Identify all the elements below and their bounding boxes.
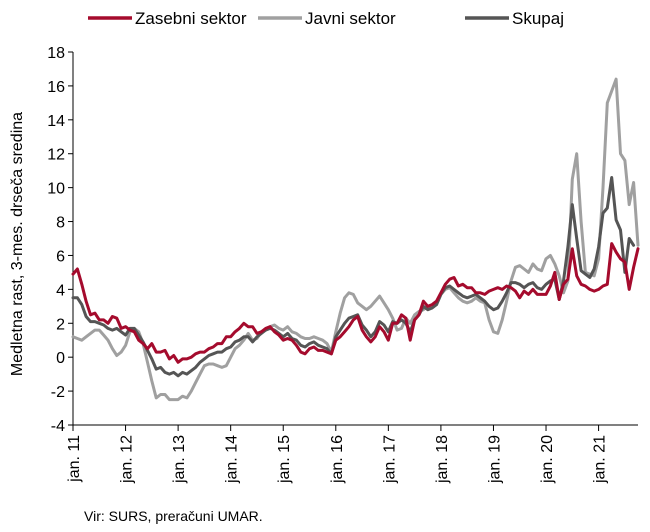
x-tick-label: jan. 17 <box>381 435 398 484</box>
x-tick-label: jan. 12 <box>119 435 136 484</box>
y-tick-label: 14 <box>47 113 65 130</box>
y-tick-label: -4 <box>51 418 65 435</box>
series-line-1 <box>71 77 640 402</box>
y-tick-label: 10 <box>47 181 65 198</box>
legend-label-2: Skupaj <box>512 9 564 28</box>
series-line-2 <box>71 176 636 378</box>
x-tick-label: jan. 20 <box>539 435 556 484</box>
y-tick-label: 12 <box>47 147 65 164</box>
y-tick-label: -2 <box>51 384 65 401</box>
x-tick-label: jan. 14 <box>224 435 241 484</box>
y-tick-label: 2 <box>56 316 65 333</box>
y-axis: -4 -2 0 2 4 6 8 10 12 14 16 18 <box>47 45 74 435</box>
y-axis-title: Medletna rast, 3-mes. drseča sredina <box>9 112 26 376</box>
y-tick-label: 6 <box>56 248 65 265</box>
x-tick-label: jan. 18 <box>434 435 451 484</box>
x-tick-label: jan. 19 <box>486 435 503 484</box>
legend: Zasebni sektor Javni sektor Skupaj <box>88 9 564 28</box>
legend-label-0: Zasebni sektor <box>135 9 247 28</box>
series-group <box>71 77 640 402</box>
x-tick-label: jan. 16 <box>329 435 346 484</box>
x-tick-label: jan. 11 <box>66 435 83 483</box>
legend-label-1: Javni sektor <box>305 9 396 28</box>
x-tick-label: jan. 15 <box>276 435 293 484</box>
source-note: Vir: SURS, preračuni UMAR. <box>84 508 263 524</box>
y-tick-label: 8 <box>56 215 65 232</box>
series-line-0 <box>71 242 640 364</box>
y-tick-label: 0 <box>56 350 65 367</box>
x-tick-label: jan. 13 <box>171 435 188 484</box>
x-tick-label: jan. 21 <box>592 435 609 484</box>
y-tick-label: 4 <box>56 282 65 299</box>
x-axis: jan. 11 jan. 12 jan. 13 jan. 14 jan. 15 jan. … <box>66 424 638 484</box>
y-tick-label: 18 <box>47 45 65 62</box>
y-tick-label: 16 <box>47 79 65 96</box>
